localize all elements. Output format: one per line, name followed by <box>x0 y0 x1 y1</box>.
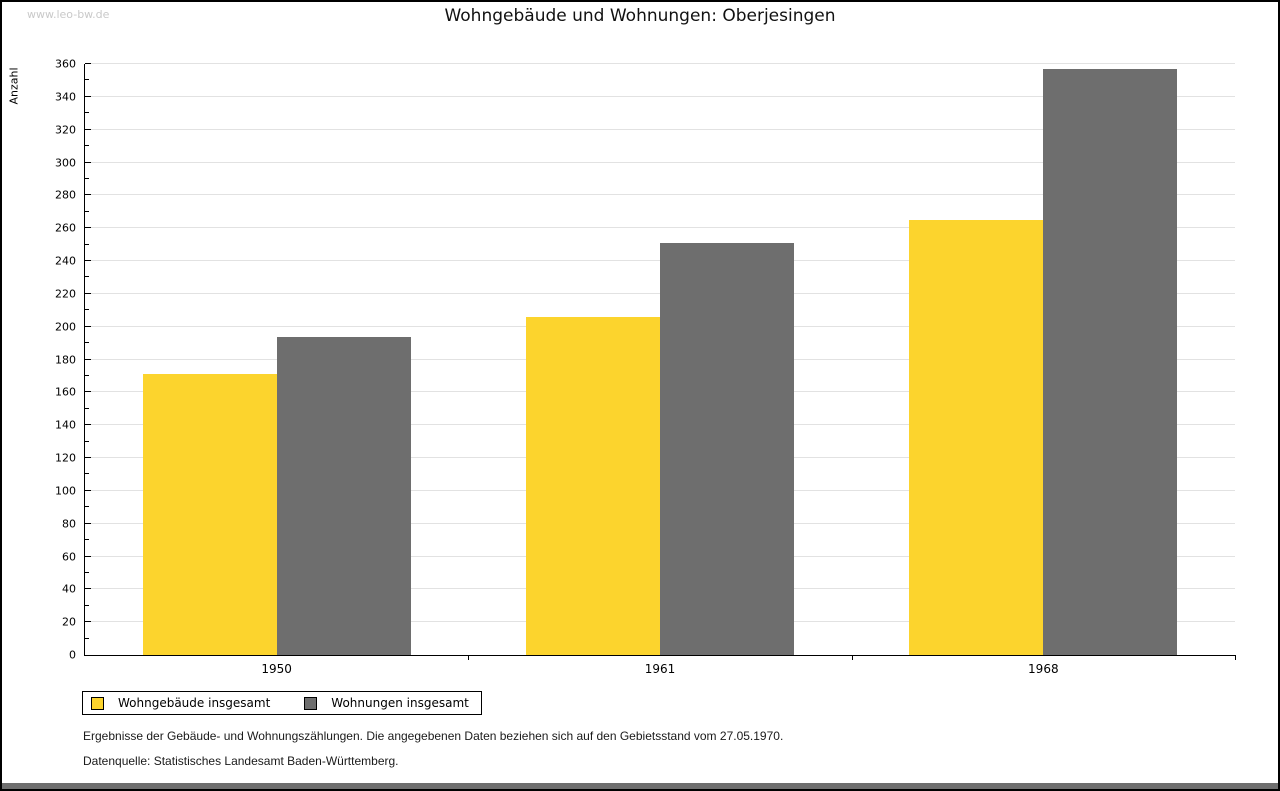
bar-wohngebaeude-1950 <box>142 374 277 655</box>
y-tick-label: 140 <box>55 418 76 432</box>
legend-box: Wohngebäude insgesamt Wohnungen insgesam… <box>82 691 482 715</box>
plot-area: 0 20 40 60 80 100 120 140 160 180 200 220 240 260 280 3… <box>55 59 1236 676</box>
chart-title: Wohngebäude und Wohnungen: Oberjesingen <box>444 6 836 26</box>
y-tick-minor <box>85 79 89 81</box>
y-tick-major <box>85 358 91 360</box>
bar-wohngebaeude-1968 <box>909 219 1044 655</box>
y-tick-minor <box>85 539 89 541</box>
y-tick-label: 180 <box>55 353 76 366</box>
y-tick-label: 40 <box>62 582 76 596</box>
footnote-source: Datenquelle: Statistisches Landesamt Bad… <box>83 754 399 768</box>
y-tick-minor <box>85 112 89 114</box>
legend-item-wohngebaeude: Wohngebäude insgesamt <box>91 696 270 710</box>
gridline <box>85 227 1235 229</box>
legend-item-wohnungen: Wohnungen insgesamt <box>304 696 469 710</box>
y-tick-minor <box>85 571 89 573</box>
y-tick-major <box>85 555 91 557</box>
y-tick-minor <box>85 210 89 212</box>
y-tick-minor <box>85 276 89 278</box>
y-tick-label: 0 <box>69 648 76 662</box>
x-axis-tick <box>1235 655 1236 660</box>
y-tick-minor <box>85 243 89 245</box>
gridline <box>85 63 1235 64</box>
y-tick-minor <box>85 604 89 606</box>
bar-wohnungen-1950 <box>276 336 411 655</box>
y-tick-major <box>85 325 91 327</box>
y-tick-major <box>85 621 91 623</box>
y-tick-major <box>85 95 91 97</box>
y-tick-major <box>85 457 91 458</box>
y-tick-minor <box>85 506 89 508</box>
y-tick-label: 260 <box>55 221 76 235</box>
gridline <box>85 194 1235 196</box>
y-tick-label: 120 <box>55 451 76 465</box>
y-tick-label: 200 <box>55 320 76 334</box>
y-tick-label: 280 <box>55 188 76 202</box>
y-tick-major <box>85 489 91 491</box>
bar-wohnungen-1968 <box>1043 68 1178 655</box>
bar-wohnungen-1961 <box>660 242 794 655</box>
y-axis-label: Anzahl <box>7 67 21 105</box>
y-tick-minor <box>85 440 89 442</box>
y-tick-label: 320 <box>55 123 76 137</box>
y-tick-minor <box>85 374 89 376</box>
x-tick-label-1968: 1968 <box>1028 662 1059 676</box>
y-tick-major <box>85 588 91 590</box>
y-tick-major <box>85 227 91 229</box>
y-tick-label: 160 <box>55 385 76 399</box>
x-tick-label-1961: 1961 <box>644 662 676 676</box>
x-axis-tick <box>851 655 853 660</box>
y-tick-minor <box>85 407 89 409</box>
y-tick-label: 360 <box>55 57 76 71</box>
y-tick-label: 340 <box>55 90 76 104</box>
watermark-url: www.leo-bw.de <box>27 8 110 21</box>
y-tick-major <box>85 424 91 426</box>
gridline <box>85 161 1235 163</box>
legend-swatch-gray <box>304 696 318 710</box>
y-tick-major <box>85 161 91 163</box>
y-tick-major <box>85 292 91 294</box>
y-tick-minor <box>85 473 89 475</box>
y-tick-minor <box>85 145 89 147</box>
legend-label: Wohnungen insgesamt <box>331 696 469 710</box>
y-tick-label: 240 <box>55 254 76 268</box>
y-tick-major <box>85 522 91 524</box>
footer-bar <box>2 783 1278 789</box>
y-tick-label: 300 <box>55 156 76 169</box>
y-tick-label: 20 <box>62 615 76 629</box>
legend-swatch-yellow <box>91 696 104 710</box>
y-tick-label: 60 <box>62 550 76 563</box>
y-tick-minor <box>85 342 89 344</box>
y-tick-major <box>85 391 91 393</box>
y-tick-label: 220 <box>55 287 76 301</box>
y-tick-label: 80 <box>62 517 76 531</box>
x-axis-tick <box>468 655 470 660</box>
y-tick-minor <box>85 637 89 639</box>
y-tick-major <box>85 63 91 64</box>
legend-label: Wohngebäude insgesamt <box>118 696 271 710</box>
y-tick-minor <box>85 177 89 179</box>
y-tick-major <box>85 260 91 261</box>
y-tick-minor <box>85 309 89 311</box>
bar-wohngebaeude-1961 <box>526 316 660 655</box>
y-tick-label: 100 <box>55 484 76 498</box>
gridline <box>85 128 1235 130</box>
y-tick-major <box>85 194 91 196</box>
y-tick-major <box>85 128 91 130</box>
x-tick-label-1950: 1950 <box>261 662 292 676</box>
gridline <box>85 95 1235 97</box>
footnote-methodology: Ergebnisse der Gebäude- und Wohnungszähl… <box>83 729 784 743</box>
